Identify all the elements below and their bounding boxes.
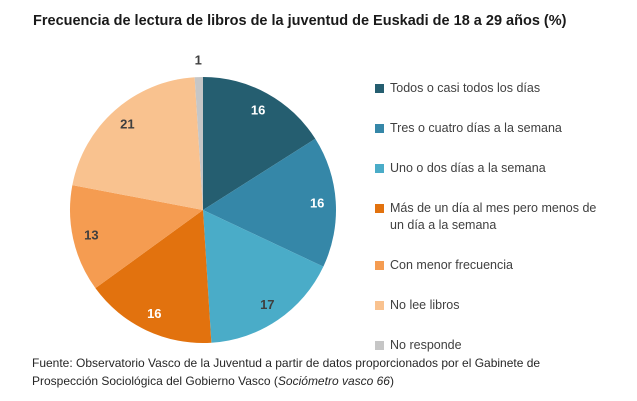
- legend-item-label: No responde: [390, 338, 462, 352]
- slice-value-label: 16: [310, 195, 324, 210]
- slice-value-label: 13: [84, 228, 98, 243]
- pie-slice: [203, 138, 336, 267]
- legend-swatch-icon: [375, 341, 384, 350]
- legend-swatch-icon: [375, 124, 384, 133]
- legend-item: Tres o cuatro días a la semana: [375, 120, 630, 137]
- legend-item: Todos o casi todos los días: [375, 80, 630, 97]
- legend-swatch-icon: [375, 301, 384, 310]
- slice-value-label: 1: [195, 52, 202, 67]
- legend-swatch-icon: [375, 261, 384, 270]
- source-text: Fuente: Observatorio Vasco de la Juventu…: [32, 356, 541, 388]
- legend-item-label: Más de un día al mes pero menos de un dí…: [390, 201, 597, 232]
- slice-value-label: 21: [120, 117, 134, 132]
- legend-item-label: Todos o casi todos los días: [390, 81, 541, 95]
- legend-item: No responde: [375, 337, 630, 354]
- legend-swatch-icon: [375, 204, 384, 213]
- pie-slice: [72, 77, 203, 210]
- slice-value-label: 16: [251, 102, 265, 117]
- legend: Todos o casi todos los días Tres o cuatro…: [375, 80, 630, 377]
- legend-item: Con menor frecuencia: [375, 257, 630, 274]
- legend-item-label: Tres o cuatro días a la semana: [390, 121, 562, 135]
- slice-value-label: 16: [147, 306, 161, 321]
- pie-slice: [203, 77, 316, 210]
- legend-item: Uno o dos días a la semana: [375, 160, 630, 177]
- legend-swatch-icon: [375, 164, 384, 173]
- pie-slice: [95, 210, 212, 344]
- pie-slice: [70, 185, 203, 289]
- legend-item-label: Con menor frecuencia: [390, 258, 513, 272]
- slice-value-label: 17: [260, 297, 274, 312]
- page-title: Frecuencia de lectura de libros de la ju…: [33, 13, 567, 29]
- legend-item: Más de un día al mes pero menos de un dí…: [375, 200, 630, 234]
- pie-slice: [203, 210, 324, 343]
- legend-swatch-icon: [375, 84, 384, 93]
- source-note: Fuente: Observatorio Vasco de la Juventu…: [32, 355, 617, 390]
- legend-item-label: No lee libros: [390, 298, 460, 312]
- source-text-close: ): [389, 373, 394, 388]
- legend-item-label: Uno o dos días a la semana: [390, 161, 546, 175]
- source-italic-text: Sociómetro vasco 66: [277, 373, 390, 388]
- pie-slice: [194, 76, 203, 210]
- legend-item: No lee libros: [375, 297, 630, 314]
- pie-chart: 16 16 17 16 13 21 1: [70, 52, 336, 344]
